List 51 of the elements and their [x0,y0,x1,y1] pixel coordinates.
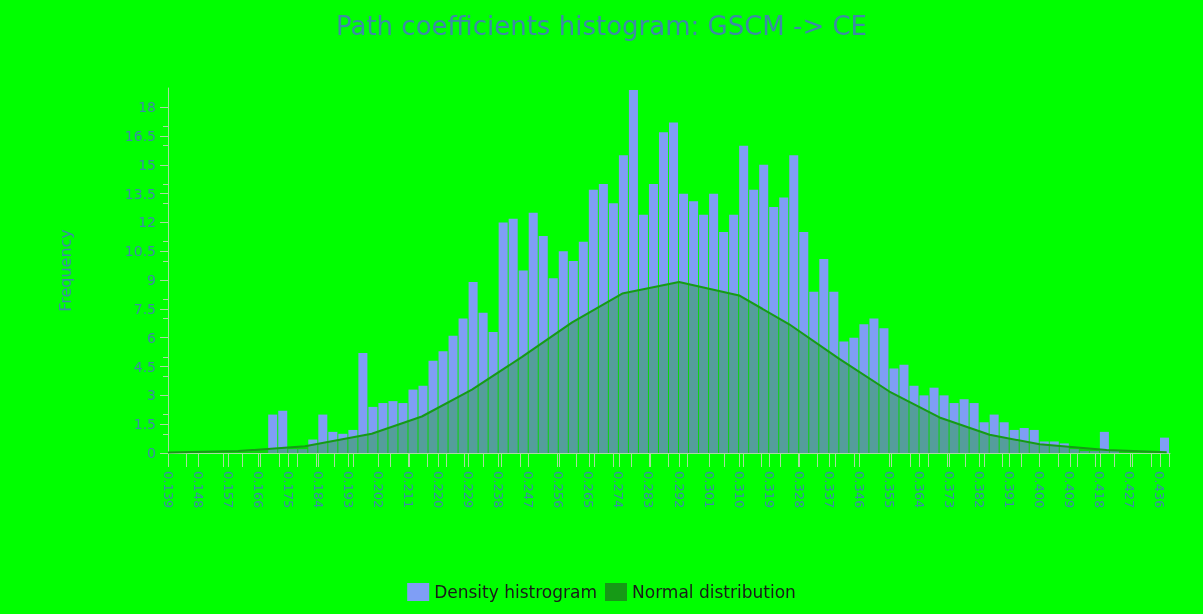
x-tick-label: 0.256 [551,471,567,509]
x-tick-label: 0.436 [1152,471,1168,509]
x-tick-label: 0.382 [972,471,988,509]
y-tick-label: 1.5 [133,416,156,433]
x-tick-label: 0.391 [1002,471,1018,509]
x-tick-label: 0.238 [491,471,507,509]
chart-title: Path coefficients histogram: GSCM -> CE [335,11,868,41]
x-tick-label: 0.220 [431,471,447,509]
x-tick-label: 0.274 [611,471,627,509]
y-tick-label: 0 [147,445,156,461]
x-tick-label: 0.184 [310,471,326,509]
x-tick-label: 0.283 [641,471,657,509]
x-tick-label: 0.409 [1062,471,1078,509]
x-tick-label: 0.310 [731,471,747,509]
y-tick-label: 13.5 [124,185,156,202]
y-tick-label: 15 [138,156,156,173]
x-tick-label: 0.355 [881,471,897,509]
x-tick-label: 0.373 [942,471,958,509]
x-tick-label: 0.166 [250,471,266,509]
x-tick-label: 0.139 [160,471,176,509]
y-tick-label: 12 [138,214,156,231]
x-tick-label: 0.328 [791,471,807,509]
x-tick-label: 0.202 [370,471,386,509]
y-tick-label: 10.5 [124,243,156,260]
x-tick-label: 0.301 [701,471,717,509]
y-tick-label: 6 [147,329,157,346]
x-tick-label: 0.175 [280,471,296,509]
x-tick-label: 0.319 [761,471,777,509]
x-tick-label: 0.346 [851,471,867,509]
y-tick-label: 4.5 [133,358,156,375]
y-tick-label: 9 [147,272,156,289]
x-tick-label: 0.364 [912,471,927,509]
x-tick-label: 0.157 [220,471,236,509]
x-tick-label: 0.292 [671,471,687,509]
x-tick-label: 0.247 [521,471,537,509]
x-tick-label: 0.193 [340,471,356,509]
x-tick-label: 0.211 [400,471,416,509]
x-tick-label: 0.400 [1032,471,1048,509]
x-tick-label: 0.427 [1122,471,1138,509]
legend-label: Density histrogram [434,582,598,602]
y-axis-title: Frequency [55,229,75,312]
legend-label: Normal distribution [632,582,796,602]
y-tick-label: 3 [147,387,156,404]
y-tick-label: 16.5 [124,128,156,145]
y-tick-label: 7.5 [133,300,156,317]
x-tick-label: 0.265 [581,471,597,509]
x-tick-label: 0.418 [1092,471,1108,509]
x-tick-label: 0.229 [461,471,477,509]
y-tick-label: 18 [138,99,156,116]
x-tick-label: 0.148 [190,471,206,509]
x-tick-label: 0.337 [821,471,837,509]
